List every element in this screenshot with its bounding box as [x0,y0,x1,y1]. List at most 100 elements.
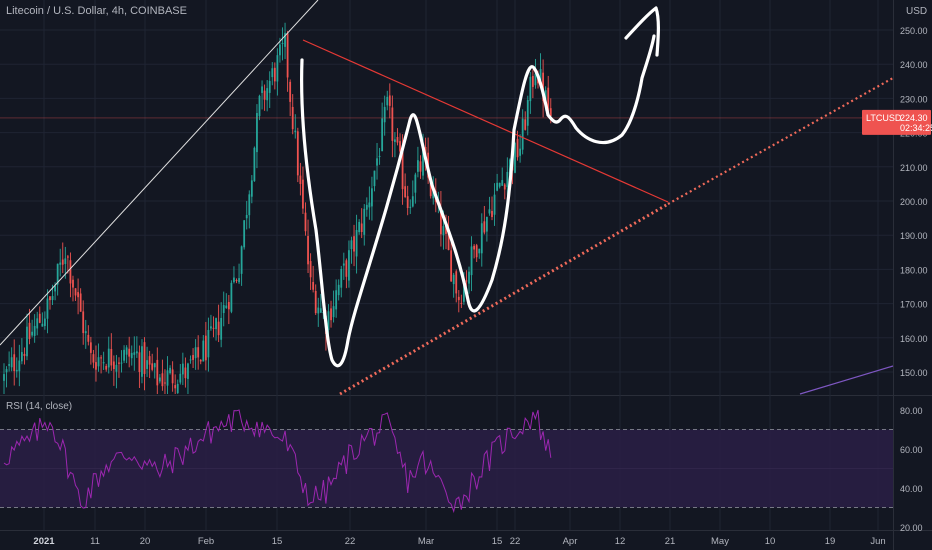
candle-body [256,113,258,153]
candle-body [5,369,8,373]
candle-body [266,88,269,101]
price-axis-border [893,0,894,550]
candle-body [534,73,537,86]
candle-body [317,307,320,314]
candle-body [261,86,263,93]
candle-body [493,194,496,215]
candle-body [123,349,125,361]
candle-body [141,346,143,377]
candle-body [549,108,552,117]
time-tick-label: 19 [825,536,836,547]
candle-body [56,263,59,285]
candle-body [102,362,105,364]
candle-body [304,212,307,232]
candle-body [312,281,315,290]
time-axis-border [0,530,932,531]
candle-body [496,182,499,191]
candle-body [84,331,87,334]
price-tick-label: 180.00 [900,265,928,275]
candle-body [138,352,141,372]
candle-body [13,354,16,372]
candle-body [378,155,381,157]
price-tag-countdown: 02:34:25 [900,123,932,133]
candle-body [107,348,110,368]
candle-body [18,360,21,372]
candle-body [169,367,171,374]
candle-body [258,95,261,117]
candle-body [220,317,223,340]
chart-title: Litecoin / U.S. Dollar, 4h, COINBASE [6,5,187,17]
candle-body [125,347,128,355]
price-tag-symbol: LTCUSD [866,113,902,123]
candle-body [105,365,108,370]
candle-body [164,382,166,384]
price-panel[interactable] [0,22,893,394]
rsi-tick-label: 40.00 [900,484,923,494]
currency-label: USD [906,6,927,17]
candle-body [539,69,542,81]
candle-body [514,142,516,173]
candle-body [66,256,69,258]
candle-body [230,282,233,312]
candle-body [33,325,36,336]
purple-trendline [799,365,894,395]
time-tick-label: Feb [198,536,214,547]
candle-body [516,138,519,158]
candle-body [189,359,192,361]
candle-body [376,158,378,166]
time-tick-label: 12 [615,536,626,547]
candle-body [363,208,366,235]
candle-body [77,292,79,298]
candle-body [455,271,458,294]
candle-body [115,364,118,372]
candle-body [161,373,164,387]
candle-body [92,354,95,363]
candle-body [87,334,90,342]
time-tick-label: 10 [765,536,776,547]
candle-body [383,106,386,123]
trend-ray-upper [0,0,319,346]
candle-body [463,281,465,302]
candle-body [373,170,376,187]
candle-body [20,352,23,362]
candle-body [153,363,156,368]
candle-body [302,179,304,209]
candle-body [480,223,483,254]
candle-body [151,363,154,370]
time-tick-label: 15 [492,536,503,547]
time-tick-label: May [711,536,729,547]
candle-body [391,107,394,141]
time-tick-label: 15 [272,536,283,547]
candle-body [194,347,197,359]
candle-body [429,181,432,197]
candle-body [442,226,445,236]
candle-body [271,68,274,78]
time-tick-label: 11 [90,536,100,547]
candle-body [371,188,373,207]
candle-body [276,55,279,82]
candle-body [294,130,297,133]
candle-body [309,261,312,278]
candle-body [279,44,281,56]
candle-body [422,149,424,176]
descending-trendline [302,39,669,203]
candle-body [360,223,363,233]
candle-body [15,369,18,372]
price-tag-value: 224.30 [900,113,928,123]
candle-body [248,194,251,216]
candle-body [100,357,102,359]
candle-body [118,362,120,364]
price-tick-label: 160.00 [900,334,928,344]
candle-body [386,96,389,106]
candle-body [38,313,41,323]
candle-body [327,311,330,330]
candle-body [59,262,62,265]
candle-body [314,290,317,314]
candle-body [394,139,396,142]
candle-body [531,75,534,87]
candle-body [381,118,384,152]
candle-body [465,280,468,282]
candle-body [156,359,159,386]
